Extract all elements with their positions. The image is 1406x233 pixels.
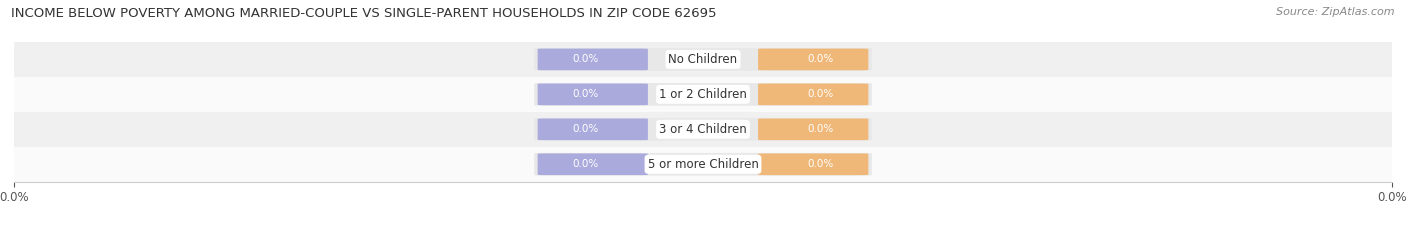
Text: 0.0%: 0.0% [572,124,599,134]
Text: No Children: No Children [668,53,738,66]
FancyBboxPatch shape [537,118,648,140]
Text: Source: ZipAtlas.com: Source: ZipAtlas.com [1277,7,1395,17]
FancyBboxPatch shape [534,83,872,106]
FancyBboxPatch shape [534,48,872,71]
FancyBboxPatch shape [537,154,648,175]
Text: 0.0%: 0.0% [807,159,834,169]
Text: 0.0%: 0.0% [572,55,599,64]
FancyBboxPatch shape [758,154,869,175]
Text: 1 or 2 Children: 1 or 2 Children [659,88,747,101]
Bar [14,147,1392,182]
Text: 0.0%: 0.0% [807,89,834,99]
Text: 5 or more Children: 5 or more Children [648,158,758,171]
FancyBboxPatch shape [537,83,648,105]
Bar [14,77,1392,112]
Text: 3 or 4 Children: 3 or 4 Children [659,123,747,136]
Bar [14,112,1392,147]
FancyBboxPatch shape [534,118,872,141]
Text: 0.0%: 0.0% [572,159,599,169]
Text: 0.0%: 0.0% [572,89,599,99]
Text: INCOME BELOW POVERTY AMONG MARRIED-COUPLE VS SINGLE-PARENT HOUSEHOLDS IN ZIP COD: INCOME BELOW POVERTY AMONG MARRIED-COUPL… [11,7,717,20]
FancyBboxPatch shape [537,49,648,70]
Text: 0.0%: 0.0% [807,55,834,64]
Bar [14,42,1392,77]
FancyBboxPatch shape [758,49,869,70]
FancyBboxPatch shape [758,118,869,140]
FancyBboxPatch shape [534,153,872,176]
Text: 0.0%: 0.0% [807,124,834,134]
FancyBboxPatch shape [758,83,869,105]
